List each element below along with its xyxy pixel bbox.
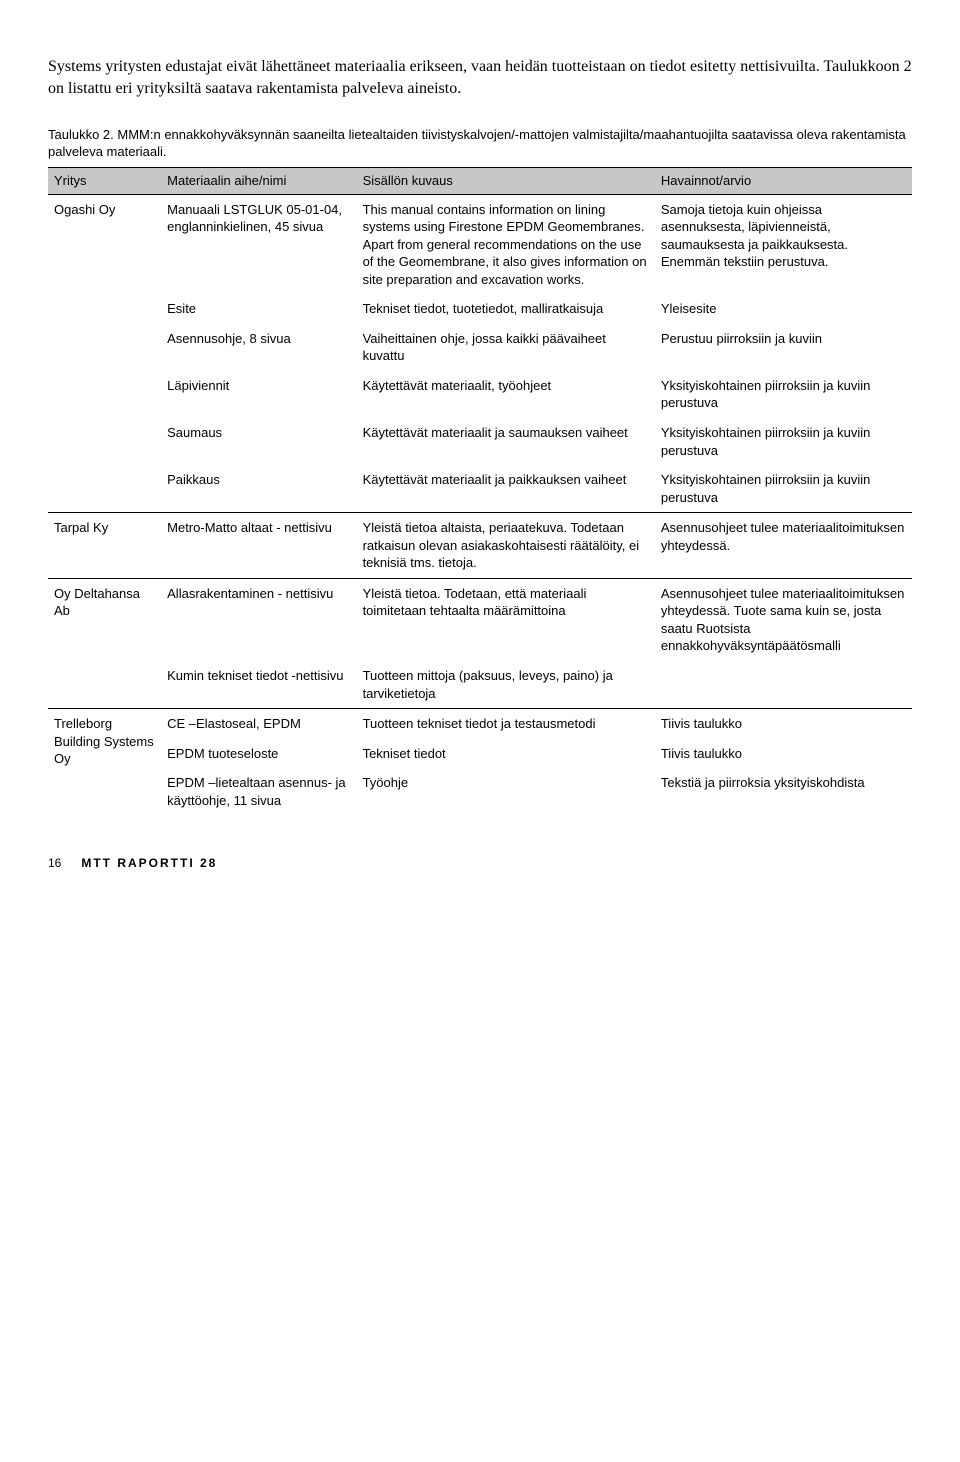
cell-material: CE –Elastoseal, EPDM	[161, 709, 356, 739]
cell-desc: Vaiheittainen ohje, jossa kaikki päävaih…	[357, 324, 655, 371]
table-row: EPDM –lietealtaan asennus- ja käyttöohje…	[48, 768, 912, 815]
table-caption: Taulukko 2. MMM:n ennakkohyväksynnän saa…	[48, 127, 912, 161]
col-desc: Sisällön kuvaus	[357, 167, 655, 194]
cell-desc: Tuotteen mittoja (paksuus, leveys, paino…	[357, 661, 655, 709]
table-row: Oy Deltahansa AbAllasrakentaminen - nett…	[48, 578, 912, 661]
col-notes: Havainnot/arvio	[655, 167, 912, 194]
table-header-row: Yritys Materiaalin aihe/nimi Sisällön ku…	[48, 167, 912, 194]
intro-paragraph: Systems yritysten edustajat eivät lähett…	[48, 56, 912, 99]
cell-desc: Käytettävät materiaalit ja saumauksen va…	[357, 418, 655, 465]
table-row: Kumin tekniset tiedot -nettisivuTuotteen…	[48, 661, 912, 709]
cell-material: Läpiviennit	[161, 371, 356, 418]
cell-desc: This manual contains information on lini…	[357, 194, 655, 294]
table-row: LäpiviennitKäytettävät materiaalit, työo…	[48, 371, 912, 418]
table-row: Trelleborg Building Systems OyCE –Elasto…	[48, 709, 912, 739]
cell-notes: Samoja tietoja kuin ohjeissa asennuksest…	[655, 194, 912, 294]
cell-company: Oy Deltahansa Ab	[48, 578, 161, 708]
cell-material: EPDM –lietealtaan asennus- ja käyttöohje…	[161, 768, 356, 815]
cell-material: EPDM tuoteseloste	[161, 739, 356, 769]
cell-notes: Yksityiskohtainen piirroksiin ja kuviin …	[655, 371, 912, 418]
cell-material: Manuaali LSTGLUK 05-01-04, englanninkiel…	[161, 194, 356, 294]
cell-notes: Yleisesite	[655, 294, 912, 324]
cell-desc: Tekniset tiedot	[357, 739, 655, 769]
cell-desc: Yleistä tietoa. Todetaan, että materiaal…	[357, 578, 655, 661]
cell-notes: Tekstiä ja piirroksia yksityiskohdista	[655, 768, 912, 815]
table-row: EPDM tuoteselosteTekniset tiedotTiivis t…	[48, 739, 912, 769]
table-row: Ogashi OyManuaali LSTGLUK 05-01-04, engl…	[48, 194, 912, 294]
cell-material: Esite	[161, 294, 356, 324]
cell-notes: Tiivis taulukko	[655, 709, 912, 739]
page-footer: 16 MTT RAPORTTI 28	[48, 855, 912, 871]
material-table: Yritys Materiaalin aihe/nimi Sisällön ku…	[48, 167, 912, 815]
cell-notes: Yksityiskohtainen piirroksiin ja kuviin …	[655, 418, 912, 465]
cell-notes: Asennusohjeet tulee materiaalitoimitukse…	[655, 513, 912, 579]
col-material: Materiaalin aihe/nimi	[161, 167, 356, 194]
cell-company: Tarpal Ky	[48, 513, 161, 579]
cell-desc: Työohje	[357, 768, 655, 815]
cell-material: Metro-Matto altaat - nettisivu	[161, 513, 356, 579]
cell-notes	[655, 661, 912, 709]
cell-material: Paikkaus	[161, 465, 356, 513]
cell-material: Allasrakentaminen - nettisivu	[161, 578, 356, 661]
table-row: Asennusohje, 8 sivuaVaiheittainen ohje, …	[48, 324, 912, 371]
table-row: Tarpal KyMetro-Matto altaat - nettisivuY…	[48, 513, 912, 579]
cell-desc: Käytettävät materiaalit ja paikkauksen v…	[357, 465, 655, 513]
cell-desc: Tekniset tiedot, tuotetiedot, malliratka…	[357, 294, 655, 324]
cell-company: Trelleborg Building Systems Oy	[48, 709, 161, 816]
cell-desc: Käytettävät materiaalit, työohjeet	[357, 371, 655, 418]
cell-desc: Tuotteen tekniset tiedot ja testausmetod…	[357, 709, 655, 739]
cell-notes: Asennusohjeet tulee materiaalitoimitukse…	[655, 578, 912, 661]
page-number: 16	[48, 855, 78, 871]
cell-material: Kumin tekniset tiedot -nettisivu	[161, 661, 356, 709]
table-row: SaumausKäytettävät materiaalit ja saumau…	[48, 418, 912, 465]
cell-notes: Yksityiskohtainen piirroksiin ja kuviin …	[655, 465, 912, 513]
table-row: EsiteTekniset tiedot, tuotetiedot, malli…	[48, 294, 912, 324]
cell-material: Asennusohje, 8 sivua	[161, 324, 356, 371]
cell-material: Saumaus	[161, 418, 356, 465]
table-row: PaikkausKäytettävät materiaalit ja paikk…	[48, 465, 912, 513]
col-company: Yritys	[48, 167, 161, 194]
cell-desc: Yleistä tietoa altaista, periaatekuva. T…	[357, 513, 655, 579]
cell-company: Ogashi Oy	[48, 194, 161, 513]
cell-notes: Tiivis taulukko	[655, 739, 912, 769]
cell-notes: Perustuu piirroksiin ja kuviin	[655, 324, 912, 371]
footer-brand: MTT RAPORTTI 28	[81, 856, 217, 870]
